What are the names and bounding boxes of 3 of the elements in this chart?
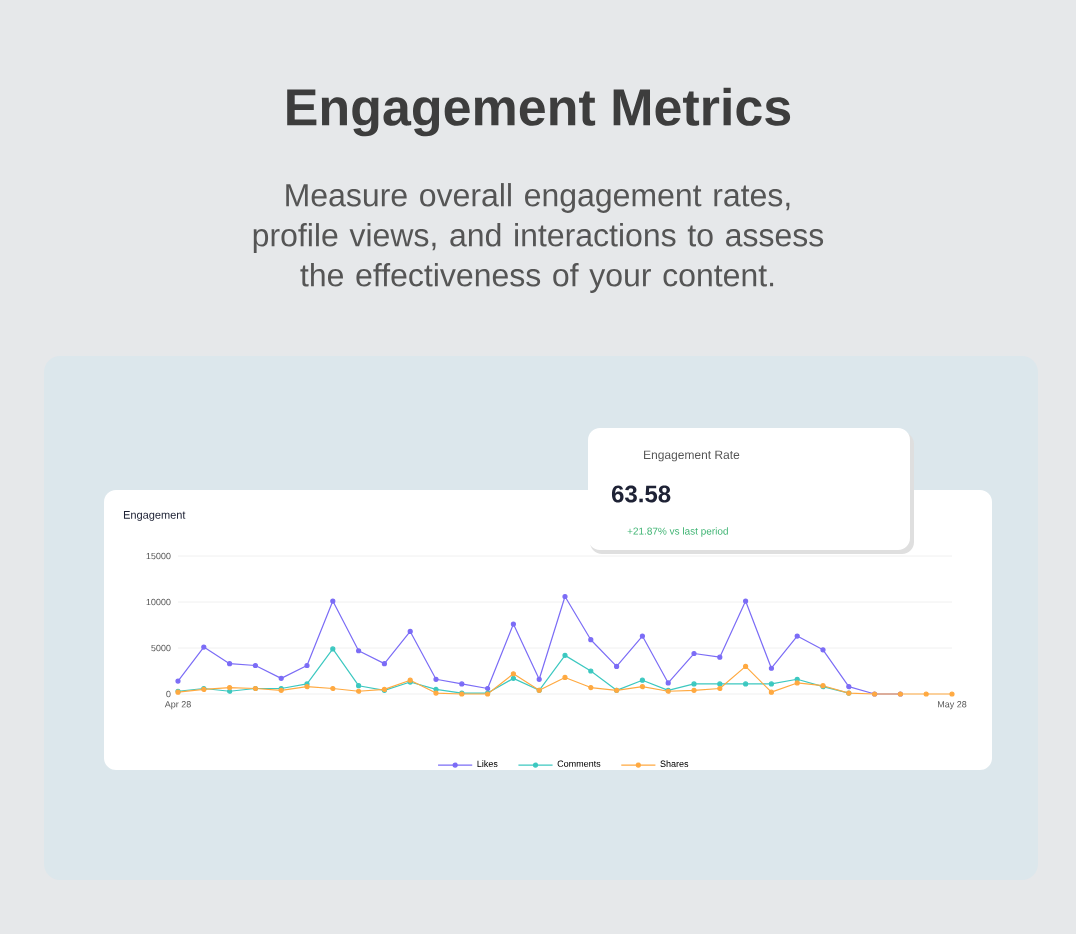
text: 63.58 — [611, 485, 671, 503]
chart-subtitle: Measure overall engagement rates, profile views, and interactions to assess the effectiveness of your content. — [253, 183, 824, 293]
chart-title: Engagement Metrics — [287, 87, 791, 137]
